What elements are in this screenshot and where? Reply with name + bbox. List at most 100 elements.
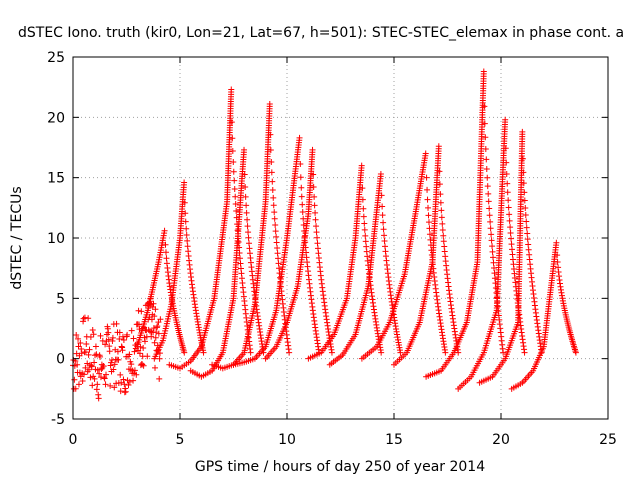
data-point [274,250,281,257]
data-point [105,329,112,336]
data-point [506,217,513,224]
data-point [379,203,386,210]
data-point [425,204,432,211]
data-point [397,349,404,356]
data-point [88,363,95,370]
data-point [488,237,495,244]
data-point [184,237,191,244]
data-point [150,325,157,332]
data-point [94,381,101,388]
data-point [523,224,530,231]
data-point [111,384,118,391]
data-point [488,231,495,238]
data-point [235,238,242,245]
data-point [137,362,144,369]
data-point [554,259,561,266]
data-point [269,187,276,194]
data-point [485,190,492,197]
data-point [247,349,254,356]
data-point [85,351,92,358]
data-point [89,382,96,389]
data-point [423,174,430,181]
data-point [237,260,244,267]
data-point [116,329,123,336]
data-point [266,101,273,108]
data-point [269,178,276,185]
data-point [440,232,447,239]
data-point [505,197,512,204]
data-point [381,232,388,239]
y-tick-label: 0 [56,352,65,368]
data-point [113,320,120,327]
data-point [483,165,490,172]
data-point [116,336,123,343]
data-point [296,134,303,141]
data-point [436,168,443,175]
data-point [90,331,97,338]
data-point [487,225,494,232]
data-point [115,356,122,363]
data-point [267,131,274,138]
data-point [378,349,385,356]
data-point [93,351,100,358]
data-point [107,382,114,389]
data-point [442,349,449,356]
data-point [93,386,100,393]
x-axis-label: GPS time / hours of day 250 of year 2014 [195,459,485,475]
data-point [233,208,240,215]
data-point [152,334,159,341]
data-point [480,68,487,75]
data-point [436,181,443,188]
data-point [267,146,274,153]
data-point [309,146,316,153]
data-point [381,238,388,245]
data-point [312,216,319,223]
data-point [489,243,496,250]
y-axis-label: dSTEC / TECUs [9,186,25,289]
data-point [439,227,446,234]
data-point [425,219,432,226]
data-point [313,223,320,230]
data-point [359,185,366,192]
data-point [271,209,278,216]
data-point [96,370,103,377]
data-point [182,218,189,225]
data-point [82,364,89,371]
x-tick-label: 20 [492,432,510,448]
data-point [424,196,431,203]
x-tick-label: 0 [69,432,78,448]
data-point [500,349,507,356]
data-point [81,314,88,321]
data-point [162,241,169,248]
data-point [505,204,512,211]
data-point [312,209,319,216]
data-point [140,344,147,351]
data-point [75,343,82,350]
data-point [268,159,275,166]
data-point [94,367,101,374]
data-point [275,255,282,262]
data-point [140,362,147,369]
data-point [92,343,99,350]
data-point [361,226,368,233]
data-point [522,205,529,212]
data-point [102,381,109,388]
data-point [130,335,137,342]
data-point [504,189,511,196]
data-point [422,150,429,157]
data-point [482,145,489,152]
data-point [200,349,207,356]
data-point [310,171,317,178]
data-point [86,366,93,373]
data-point [86,346,93,353]
data-point [120,376,127,383]
data-point [105,336,112,343]
data-point [297,160,304,167]
data-point [520,180,527,187]
data-point [361,220,368,227]
data-point [484,183,491,190]
data-point [270,202,277,209]
data-point [524,236,531,243]
data-point [232,201,239,208]
